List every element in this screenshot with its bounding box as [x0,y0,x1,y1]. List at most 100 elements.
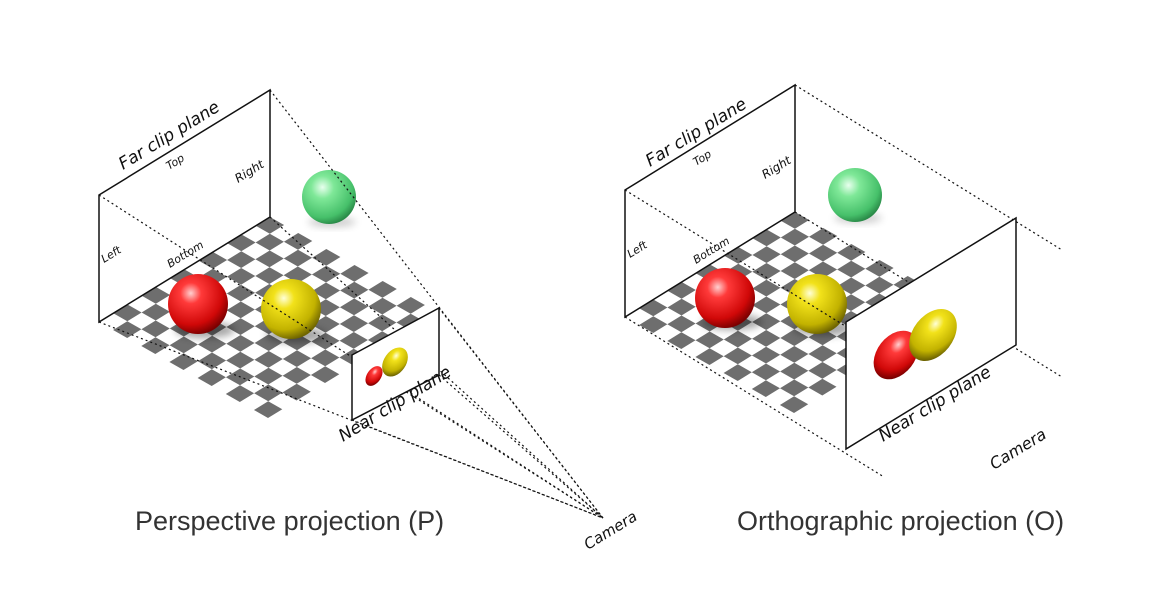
floor-tile [311,316,340,333]
floor-tile [837,244,866,261]
floor-tile [169,336,198,354]
floor-tile [141,303,170,321]
yellow-sphere [787,274,847,334]
floor-tile [724,247,753,264]
floor-tile [282,350,312,367]
floor-tile [695,348,724,365]
yellow-sphere [261,279,321,339]
floor-tile [226,335,255,352]
floor-tile [283,249,313,267]
floor-tile [780,379,809,397]
floor-tile [227,234,256,252]
floor-tile [808,244,838,262]
floor-tile [780,346,809,363]
floor-tile [198,252,228,269]
floor-tile [639,316,668,333]
floor-tile [809,228,838,245]
floor-tile [255,267,284,284]
top-label: Top [691,147,714,168]
floor-tile [254,384,283,402]
near-plane-red-ellipse [365,366,383,386]
floor-tile [141,337,170,354]
floor-tile [255,217,285,234]
floor-tile [282,383,311,401]
floor-tile [752,313,781,330]
floor-tile [255,233,284,251]
floor-tile [339,332,368,349]
floor-tile [723,330,752,348]
floor-tile [751,346,781,364]
floor-tile [639,299,668,317]
floor-tile [255,250,284,268]
floor-tile [254,351,283,368]
right-label: Right [232,156,267,185]
floor-tile [808,378,837,396]
floor-tile [311,265,341,283]
floor-tile [780,262,809,279]
near-plane-red-ellipse [873,330,919,380]
floor-tile [226,351,255,369]
floor-tile [197,369,226,386]
left-label: Left [625,238,650,260]
red-sphere [695,268,755,328]
floor-tile [368,314,397,332]
floor-tile [751,363,781,381]
floor-tile [311,349,340,367]
floor-tile [780,212,810,229]
orthographic-caption: Orthographic projection (O) [737,506,1064,536]
floor-tile [723,364,752,381]
floor-tile [254,367,283,385]
right-label: Right [759,152,794,181]
floor-tile [197,352,227,370]
floor-tile [339,298,369,316]
near-plane-yellow-ellipse [382,347,408,377]
floor-tile [340,265,369,282]
floor-tile [169,353,198,370]
floor-tile [141,320,170,338]
green-sphere [828,168,882,222]
floor-tile [310,366,340,383]
floor-tile [253,401,283,418]
floor-tile [808,362,837,379]
floor-tile [225,385,255,402]
floor-tile [837,260,866,278]
green-sphere [302,170,356,224]
floor-tile [667,315,696,333]
floor-tile [780,228,809,246]
floor-tile [340,281,369,299]
left-label: Left [99,243,124,265]
floor-tile [226,268,256,285]
near-plane-yellow-ellipse [909,309,957,361]
floor-tile [752,279,781,297]
floor-tile [752,330,781,347]
floor-tile [723,347,752,365]
floor-tile [779,396,809,413]
floor-tile [837,277,866,295]
floor-tile [752,229,781,247]
floor-tile [780,245,809,263]
floor-tile [227,251,256,268]
floor-tile [695,331,724,349]
floor-tile [311,332,340,350]
floor-tile [396,313,425,331]
floor-tile [780,362,809,380]
perspective-caption: Perspective projection (P) [135,506,444,536]
top-label: Top [164,151,187,172]
frustum-lines [98,89,604,519]
floor-tile [226,284,256,302]
floor-tile [752,246,781,263]
floor-tile [197,335,227,353]
floor-tile [368,297,397,315]
floor-tile [667,332,696,349]
floor-tile [808,345,837,362]
perspective-diagram: Far clip plane Top Right Left Bottom Nea… [98,88,640,553]
floor-tile [113,304,142,322]
floor-tile [283,233,313,250]
floor-tile [339,315,369,332]
floor-tile [311,282,341,300]
floor-tile [865,260,894,277]
floor-tile [667,298,696,316]
floor-tile [865,276,894,294]
camera-label: Camera [986,424,1049,473]
